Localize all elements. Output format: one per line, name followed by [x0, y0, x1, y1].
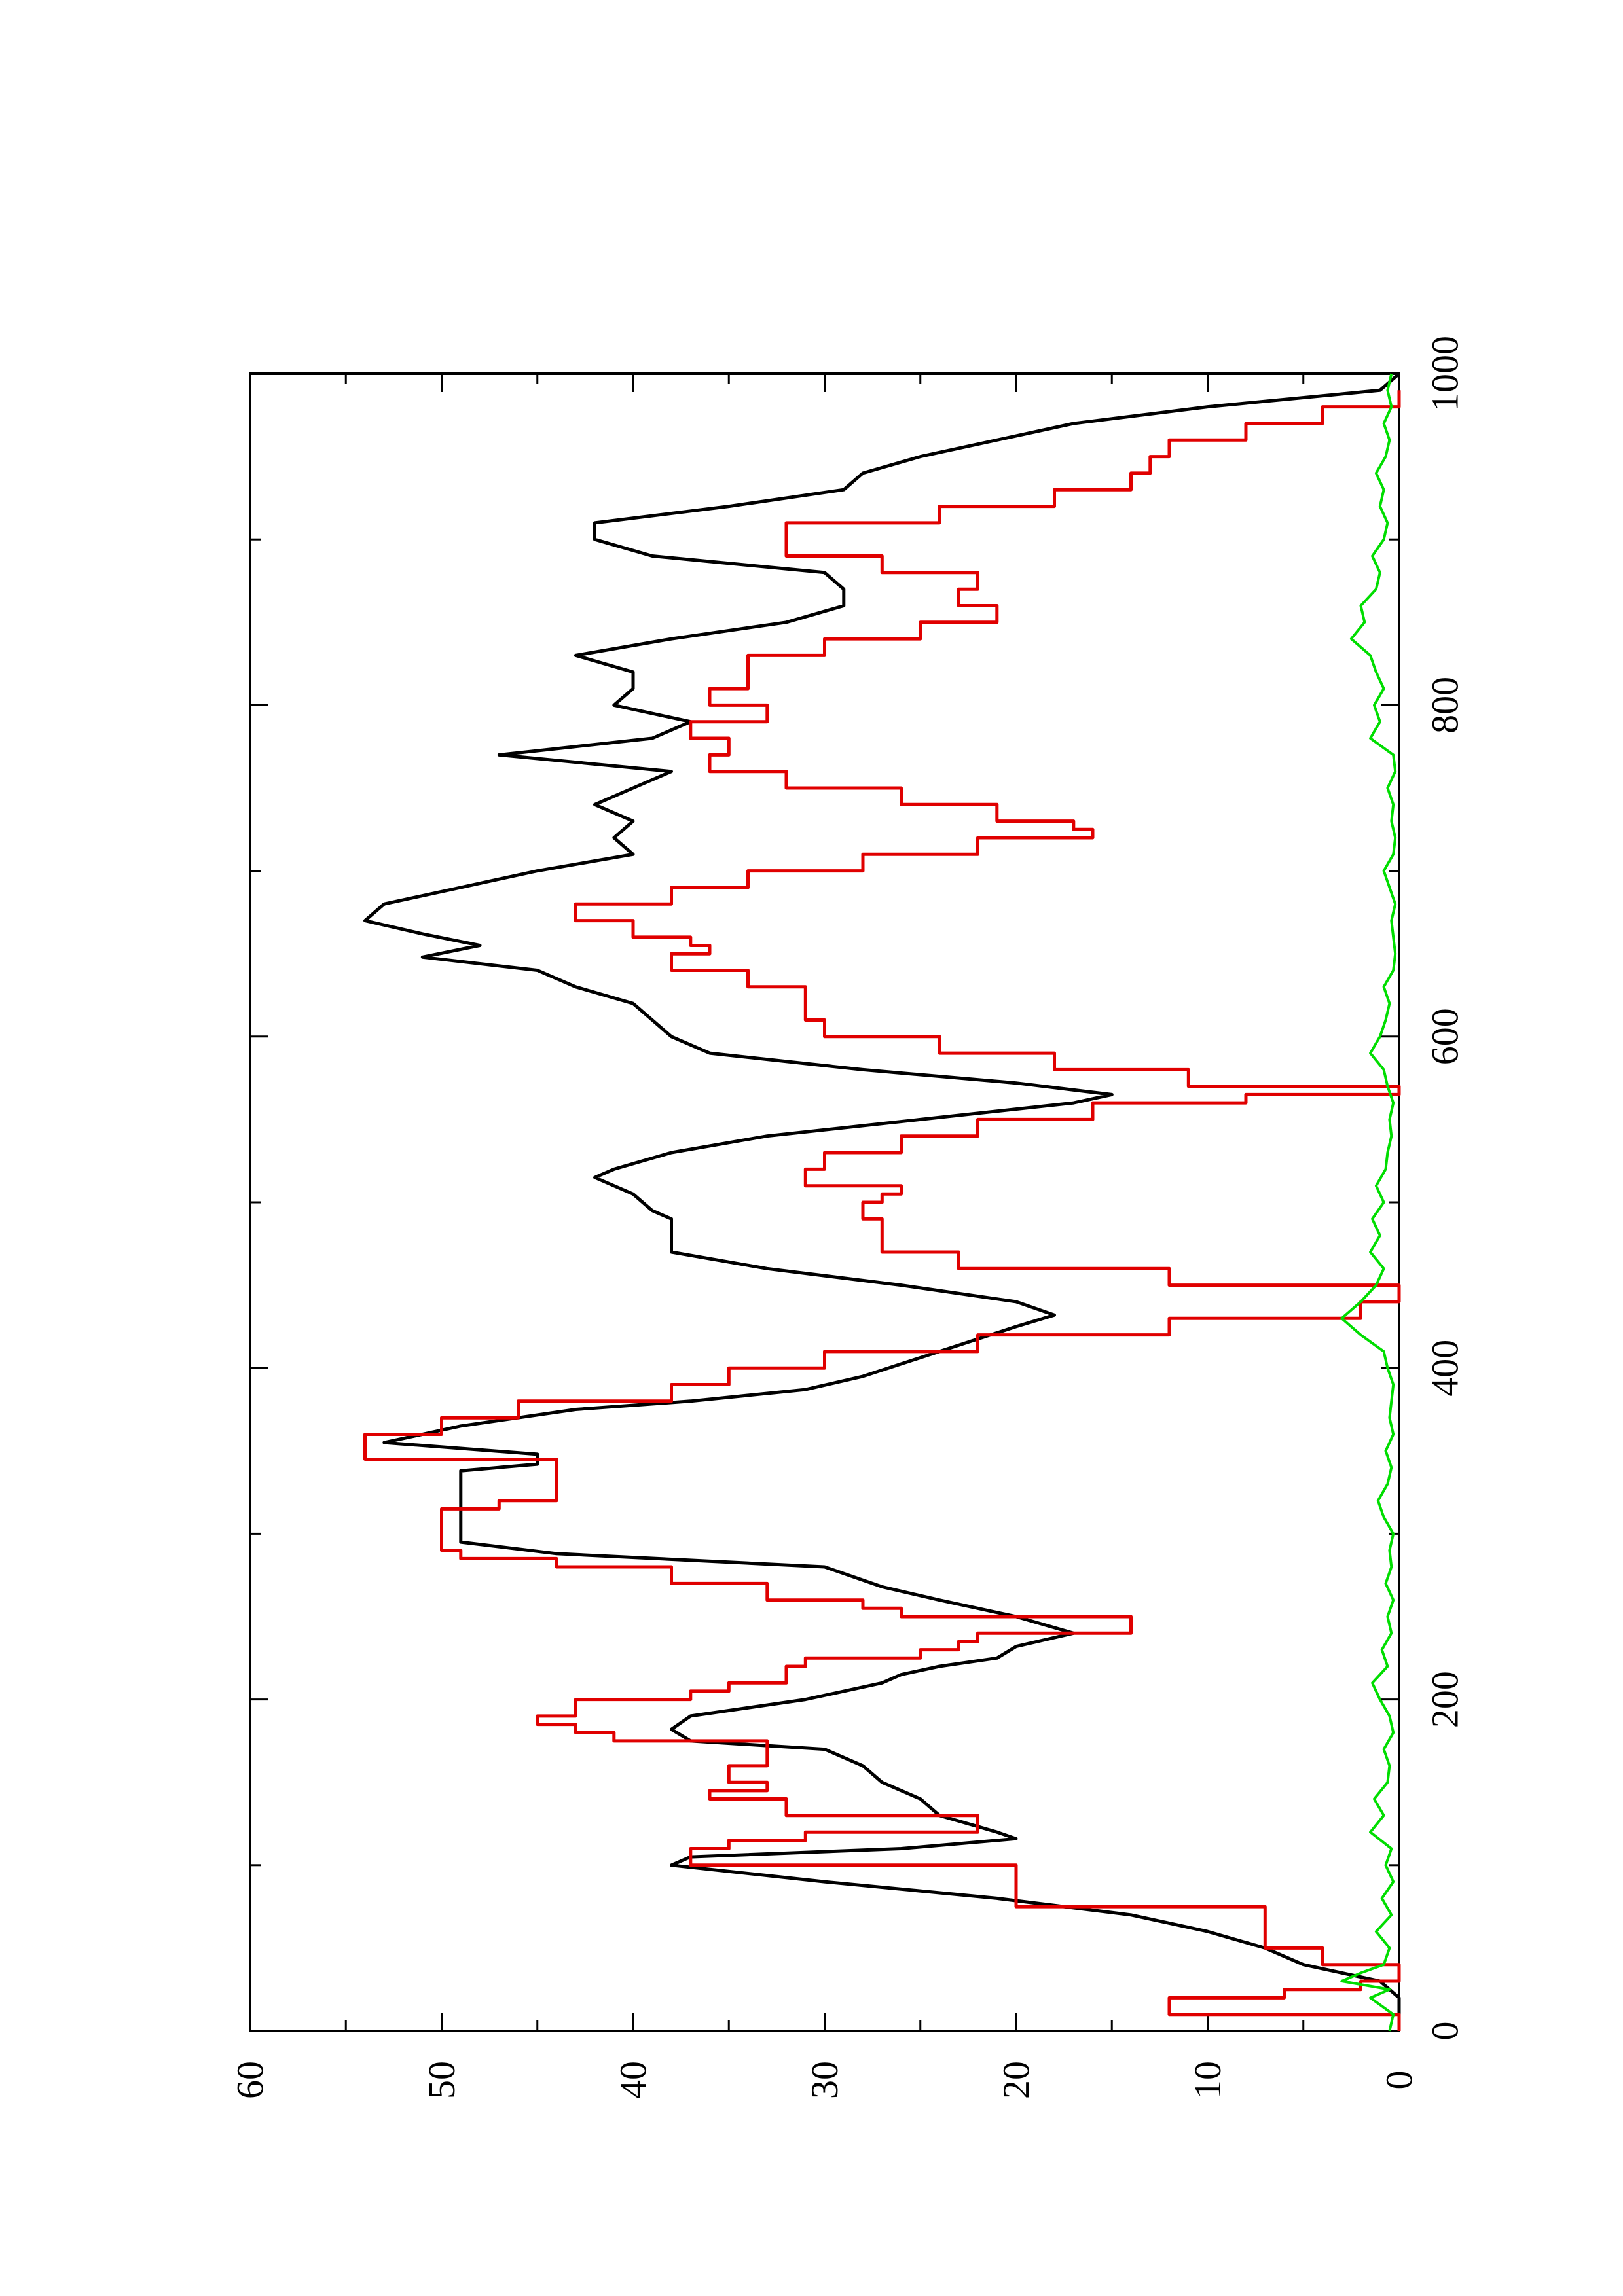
x-tick-label: 200: [1424, 1671, 1467, 1728]
y-tick-label: 60: [229, 2061, 272, 2099]
x-tick-label: 600: [1424, 1008, 1467, 1065]
y-tick-label: 20: [995, 2061, 1038, 2099]
tick-marks: [249, 372, 1400, 2032]
black-series-line: [363, 372, 1401, 2031]
y-tick-label: 30: [803, 2061, 846, 2099]
plot-frame: [249, 372, 1400, 2032]
red-series-line: [363, 390, 1401, 2031]
y-tick-label: 40: [612, 2061, 655, 2099]
x-tick-label: 1000: [1424, 336, 1467, 412]
data-series: [363, 372, 1401, 2032]
y-tick-label: 50: [420, 2061, 463, 2099]
x-tick-label: 800: [1424, 677, 1467, 734]
green-series-line: [1340, 373, 1397, 2032]
x-tick-label: 400: [1424, 1340, 1467, 1397]
y-tick-label: 10: [1186, 2061, 1229, 2099]
tick-labels: 0 200 400 600 800 1000 0 10 20 30 40 50 60: [229, 336, 1467, 2099]
x-tick-label: 0: [1424, 2022, 1467, 2041]
y-tick-label: 0: [1378, 2071, 1421, 2090]
